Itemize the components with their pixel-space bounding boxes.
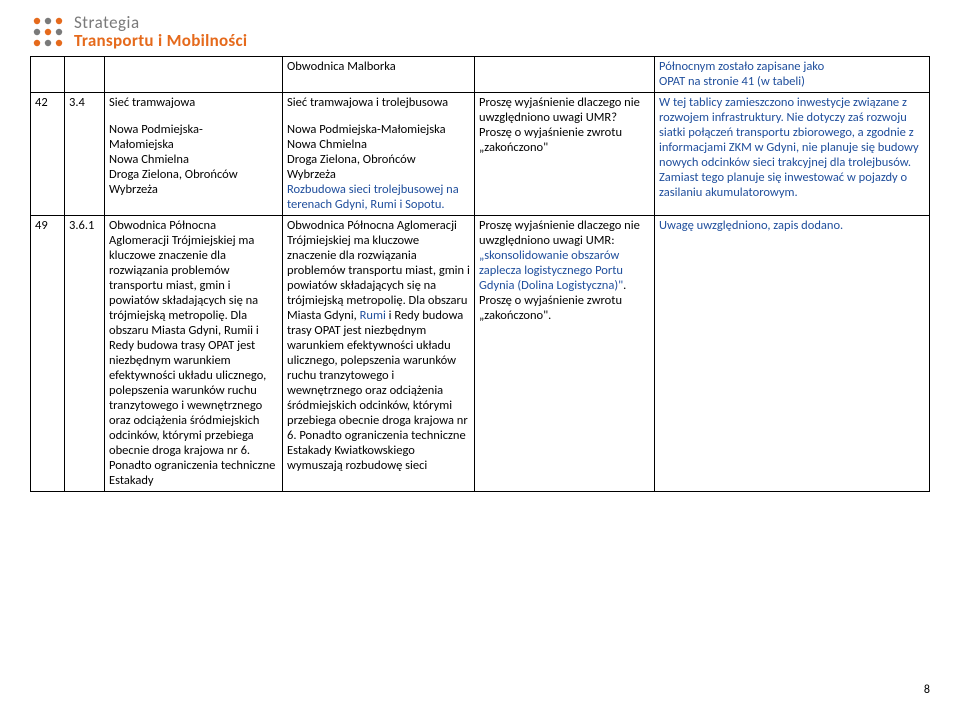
cell-empty	[31, 57, 65, 93]
cell-proposed: Sieć tramwajowa i trolejbusowa Nowa Podm…	[283, 93, 475, 216]
brand-text: Strategia Transportu i Mobilności	[74, 14, 247, 50]
cell-empty	[65, 57, 105, 93]
cell-empty	[475, 57, 655, 93]
cell-original: Sieć tramwajowa Nowa Podmiejska- Małomie…	[105, 93, 283, 216]
cell-empty	[105, 57, 283, 93]
cell-question: Proszę wyjaśnienie dlaczego nie uwzględn…	[475, 216, 655, 492]
document-table: Obwodnica Malborka Północnym zostało zap…	[30, 56, 930, 492]
cell-rownum: 42	[31, 93, 65, 216]
cell-rownum: 49	[31, 216, 65, 492]
cell-text: Północnym zostało zapisane jako OPAT na …	[655, 57, 930, 93]
brand-header: Strategia Transportu i Mobilności	[30, 14, 930, 50]
cell-section: 3.6.1	[65, 216, 105, 492]
brand-line2: Transportu i Mobilności	[74, 32, 247, 50]
cell-answer: Uwagę uwzględniono, zapis dodano.	[655, 216, 930, 492]
page-number: 8	[924, 683, 930, 697]
table-row: 49 3.6.1 Obwodnica Północna Aglomeracji …	[31, 216, 930, 492]
cell-answer: W tej tablicy zamieszczono inwestycje zw…	[655, 93, 930, 216]
cell-original: Obwodnica Północna Aglomeracji Trójmiejs…	[105, 216, 283, 492]
table-row: 42 3.4 Sieć tramwajowa Nowa Podmiejska- …	[31, 93, 930, 216]
brand-logo-icon	[30, 14, 66, 50]
table-row: Obwodnica Malborka Północnym zostało zap…	[31, 57, 930, 93]
cell-text: Obwodnica Malborka	[283, 57, 475, 93]
cell-question: Proszę wyjaśnienie dlaczego nie uwzględn…	[475, 93, 655, 216]
cell-proposed: Obwodnica Północna Aglomeracji Trójmiejs…	[283, 216, 475, 492]
cell-section: 3.4	[65, 93, 105, 216]
